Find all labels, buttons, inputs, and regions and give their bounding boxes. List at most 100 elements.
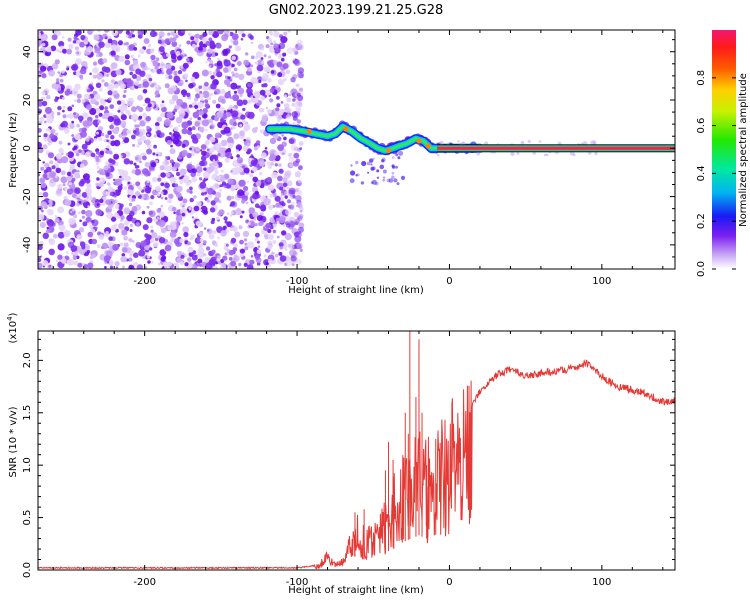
noise-dot: [209, 60, 214, 64]
noise-dot: [70, 210, 73, 214]
noise-dot: [151, 237, 154, 240]
noise-dot: [272, 60, 278, 65]
noise-dot: [231, 125, 236, 130]
noise-dot: [233, 255, 240, 262]
noise-dot: [132, 183, 136, 187]
noise-dot: [231, 33, 239, 41]
noise-dot: [135, 191, 141, 197]
noise-dot: [296, 242, 303, 249]
noise-dot: [255, 140, 261, 145]
noise-dot: [187, 257, 192, 262]
noise-dot: [180, 89, 188, 96]
noise-dot: [118, 40, 123, 46]
noise-dot: [81, 191, 88, 198]
line-halo-dot: [461, 141, 464, 145]
noise-dot: [95, 162, 99, 166]
trace-smear-dot: [366, 161, 371, 166]
trace-smear-dot: [371, 179, 377, 185]
noise-dot: [205, 139, 210, 144]
noise-dot: [38, 31, 42, 38]
noise-dot: [123, 158, 130, 165]
noise-dot: [127, 189, 133, 196]
noise-dot: [105, 134, 110, 139]
noise-dot: [157, 39, 162, 44]
noise-dot: [179, 179, 184, 185]
noise-dot: [131, 34, 136, 38]
noise-dot: [106, 211, 113, 219]
noise-dot: [219, 184, 223, 188]
noise-dot: [141, 210, 146, 215]
noise-dot: [156, 116, 163, 123]
noise-dot: [70, 245, 78, 252]
noise-dot: [70, 179, 75, 183]
noise-dot: [39, 192, 43, 196]
noise-dot: [170, 224, 177, 231]
noise-dot: [91, 238, 98, 245]
line-halo-dot: [545, 153, 549, 157]
noise-dot: [38, 213, 45, 221]
noise-dot: [234, 231, 241, 238]
noise-dot: [247, 99, 252, 104]
noise-dot: [54, 59, 60, 65]
spectrogram-data: [38, 30, 675, 269]
noise-dot: [235, 45, 242, 52]
noise-dot: [66, 67, 70, 71]
noise-dot: [135, 156, 139, 161]
noise-dot: [149, 30, 157, 38]
noise-dot: [268, 55, 272, 59]
noise-dot: [281, 57, 285, 62]
noise-dot: [194, 38, 199, 43]
noise-dot: [202, 90, 210, 98]
noise-dot: [110, 50, 116, 56]
noise-dot: [151, 232, 158, 239]
noise-dot: [118, 55, 125, 63]
noise-dot: [67, 37, 72, 42]
noise-dot: [269, 98, 274, 103]
noise-dot: [168, 75, 173, 80]
noise-dot: [75, 30, 82, 36]
noise-dot: [282, 224, 286, 228]
noise-dot: [38, 108, 42, 115]
noise-dot: [188, 61, 191, 65]
noise-dot: [74, 83, 81, 91]
noise-dot: [126, 258, 129, 262]
noise-dot: [263, 54, 267, 58]
noise-dot: [160, 227, 167, 234]
noise-dot: [110, 135, 115, 140]
noise-dot: [254, 203, 260, 208]
noise-dot: [73, 214, 78, 219]
noise-dot: [179, 113, 185, 119]
noise-dot: [243, 167, 250, 174]
noise-dot: [258, 160, 266, 167]
noise-dot: [81, 60, 88, 68]
noise-dot: [267, 258, 273, 264]
noise-dot: [55, 167, 62, 174]
noise-dot: [191, 254, 198, 261]
noise-dot: [38, 173, 41, 177]
noise-dot: [238, 225, 243, 230]
noise-dot: [188, 83, 194, 89]
noise-dot: [100, 100, 106, 106]
noise-dot: [107, 83, 114, 91]
noise-dot: [263, 66, 271, 73]
y-tick-label: 2.0: [22, 352, 33, 368]
noise-dot: [135, 181, 141, 187]
noise-dot: [103, 138, 108, 143]
noise-dot: [274, 195, 281, 202]
noise-dot: [181, 222, 184, 225]
noise-dot: [126, 79, 134, 87]
noise-dot: [239, 124, 243, 127]
noise-dot: [237, 189, 245, 197]
noise-dot: [258, 220, 264, 226]
noise-dot: [278, 242, 284, 248]
noise-dot: [223, 67, 229, 73]
noise-dot: [156, 193, 161, 197]
noise-dot: [244, 190, 250, 196]
noise-dot: [120, 104, 128, 112]
noise-dot: [244, 242, 248, 246]
noise-dot: [198, 110, 205, 116]
noise-dot: [48, 248, 55, 256]
noise-dot: [256, 145, 260, 149]
noise-dot: [191, 165, 195, 169]
noise-dot: [195, 146, 200, 152]
